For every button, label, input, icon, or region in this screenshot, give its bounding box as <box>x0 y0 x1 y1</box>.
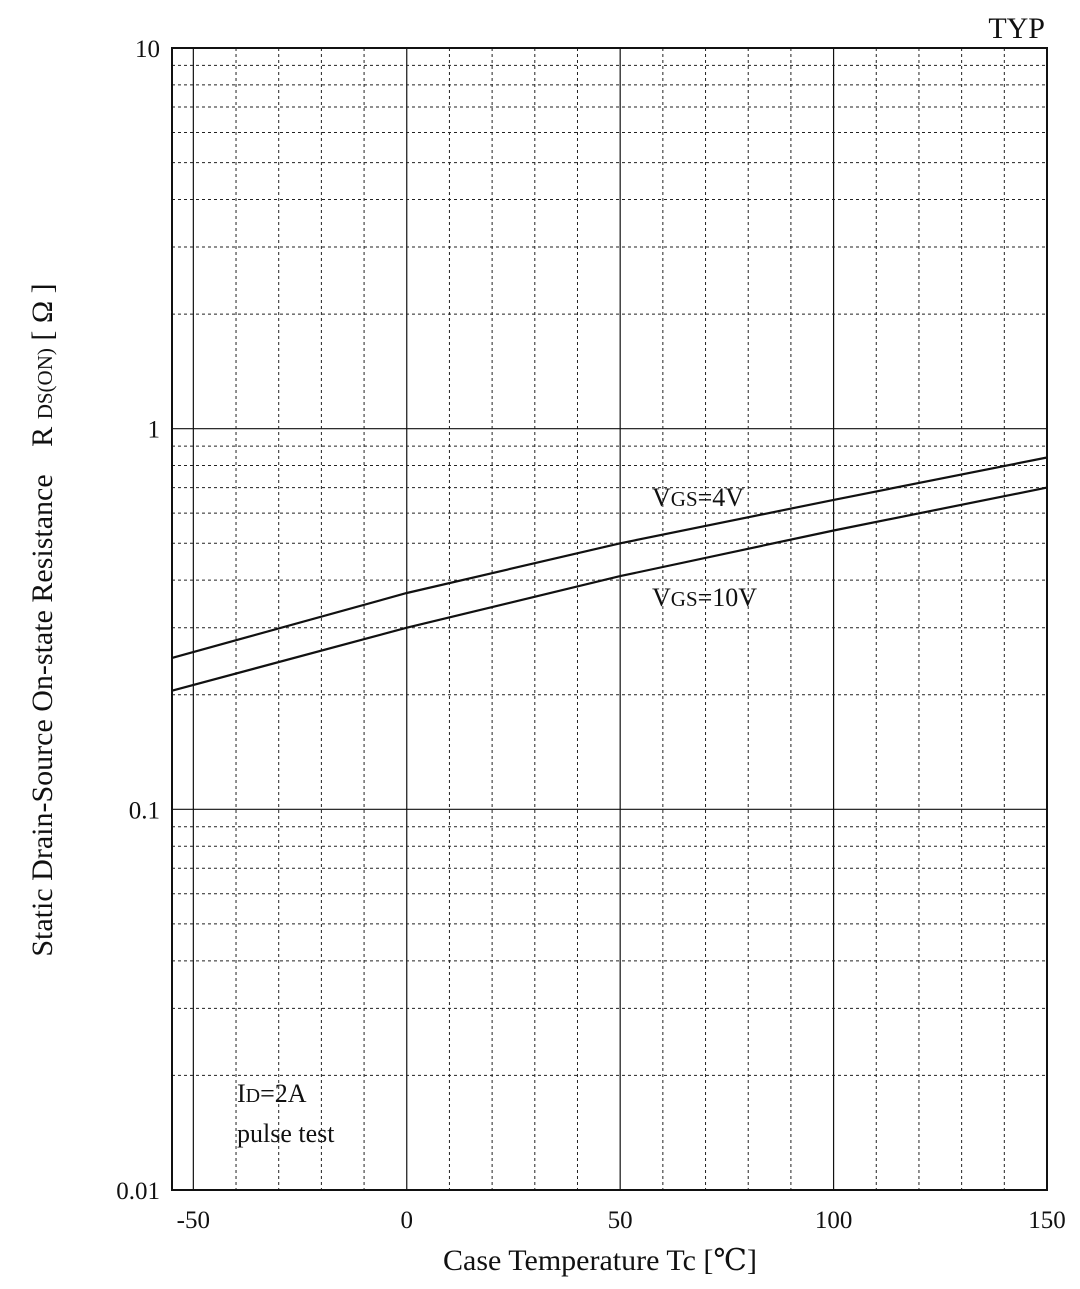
y-axis-title-unit: [ Ω ] <box>26 283 59 340</box>
chart-title: TYP <box>988 12 1045 45</box>
tick-labels: -50 0 50 100 150 0.01 0.1 1 10 <box>116 36 1066 1234</box>
grid <box>172 48 1048 1191</box>
series-line-vgs-10v <box>171 486 1048 692</box>
x-tick-label: 0 <box>401 1207 414 1234</box>
y-tick-label: 0.1 <box>129 797 160 824</box>
plot-frame <box>171 47 1048 1191</box>
annotation-pulse-test: pulse test <box>237 1119 335 1148</box>
x-axis-title: Case Temperature Tc [℃] <box>443 1244 757 1277</box>
y-axis-title-main: Static Drain-Source On-state Resistance <box>26 474 59 956</box>
y-tick-label: 0.01 <box>116 1178 160 1205</box>
series-line-vgs-4v <box>171 456 1048 659</box>
series-group <box>171 456 1048 692</box>
y-tick-label: 1 <box>148 417 161 444</box>
annotation-id-2a: ID=2A <box>237 1079 307 1108</box>
y-tick-label: 10 <box>135 36 160 63</box>
y-axis-title-subscript: DS(ON) <box>33 348 57 419</box>
x-tick-label: 150 <box>1028 1207 1066 1234</box>
series-label-vgs-4v: VGS=4V <box>652 483 744 512</box>
x-tick-label: -50 <box>177 1207 210 1234</box>
series-label-vgs-10v: VGS=10V <box>652 583 757 612</box>
y-axis-title: Static Drain-Source On-state Resistance … <box>26 283 59 956</box>
x-tick-label: 100 <box>815 1207 853 1234</box>
y-axis-title-symbol: R <box>26 427 59 447</box>
x-tick-label: 50 <box>608 1207 633 1234</box>
